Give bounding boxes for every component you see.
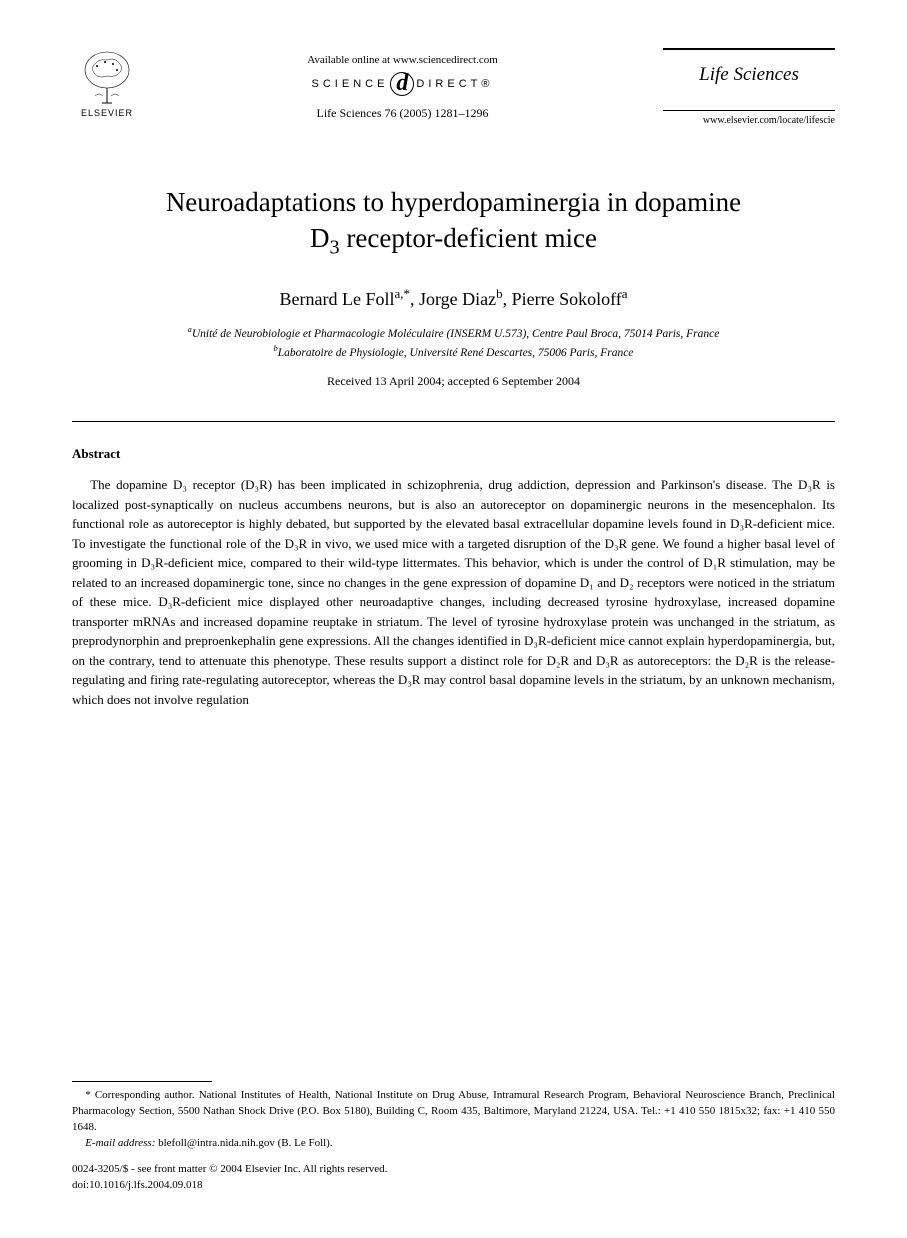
affiliation: bLaboratoire de Physiologie, Université … — [72, 343, 835, 362]
journal-name: Life Sciences — [679, 56, 819, 94]
citation-line: Life Sciences 76 (2005) 1281–1296 — [142, 106, 663, 121]
sd-d-icon: d — [396, 73, 408, 93]
abstract-body: The dopamine D₃ receptor (D₃R) has been … — [72, 475, 835, 709]
author: Pierre Sokoloffa — [512, 289, 628, 309]
header-center: Available online at www.sciencedirect.co… — [142, 48, 663, 121]
doi-line: doi:10.1016/j.lfs.2004.09.018 — [72, 1178, 835, 1194]
page-header: ELSEVIER Available online at www.science… — [72, 48, 835, 128]
available-online-text: Available online at www.sciencedirect.co… — [142, 54, 663, 66]
journal-url: www.elsevier.com/locate/lifescie — [663, 115, 835, 126]
title-line-2-pre: D — [310, 223, 330, 253]
copyright-block: 0024-3205/$ - see front matter © 2004 El… — [72, 1162, 835, 1194]
affiliation: aUnité de Neurobiologie et Pharmacologie… — [72, 324, 835, 343]
author: Jorge Diazb — [419, 289, 503, 309]
affiliations: aUnité de Neurobiologie et Pharmacologie… — [72, 324, 835, 362]
section-rule — [72, 421, 835, 422]
sciencedirect-logo: SCIENCE d DIRECT® — [142, 72, 663, 96]
article-dates: Received 13 April 2004; accepted 6 Septe… — [72, 374, 835, 389]
author: Bernard Le Folla,* — [280, 289, 410, 309]
footnotes: * Corresponding author. National Institu… — [72, 1081, 835, 1194]
publisher-name: ELSEVIER — [81, 108, 133, 118]
abstract-heading: Abstract — [72, 446, 835, 462]
article-first-page: ELSEVIER Available online at www.science… — [0, 0, 907, 1238]
sd-left: SCIENCE — [312, 78, 389, 90]
article-title: Neuroadaptations to hyperdopaminergia in… — [112, 184, 795, 262]
corresponding-author-footnote: * Corresponding author. National Institu… — [72, 1088, 835, 1136]
elsevier-logo: ELSEVIER — [72, 48, 142, 128]
copyright-line: 0024-3205/$ - see front matter © 2004 El… — [72, 1162, 835, 1178]
journal-title-box: Life Sciences — [663, 48, 835, 111]
footnote-rule — [72, 1081, 212, 1082]
author-list: Bernard Le Folla,*, Jorge Diazb, Pierre … — [72, 286, 835, 310]
email-value: blefoll@intra.nida.nih.gov (B. Le Foll). — [158, 1137, 333, 1149]
email-footnote: E-mail address: blefoll@intra.nida.nih.g… — [72, 1136, 835, 1152]
sd-right: DIRECT® — [416, 78, 493, 90]
title-line-1: Neuroadaptations to hyperdopaminergia in… — [166, 187, 741, 217]
elsevier-tree-icon — [77, 48, 137, 108]
journal-branding: Life Sciences www.elsevier.com/locate/li… — [663, 48, 835, 126]
email-label: E-mail address: — [85, 1137, 155, 1149]
title-line-2-post: receptor-deficient mice — [340, 223, 597, 253]
